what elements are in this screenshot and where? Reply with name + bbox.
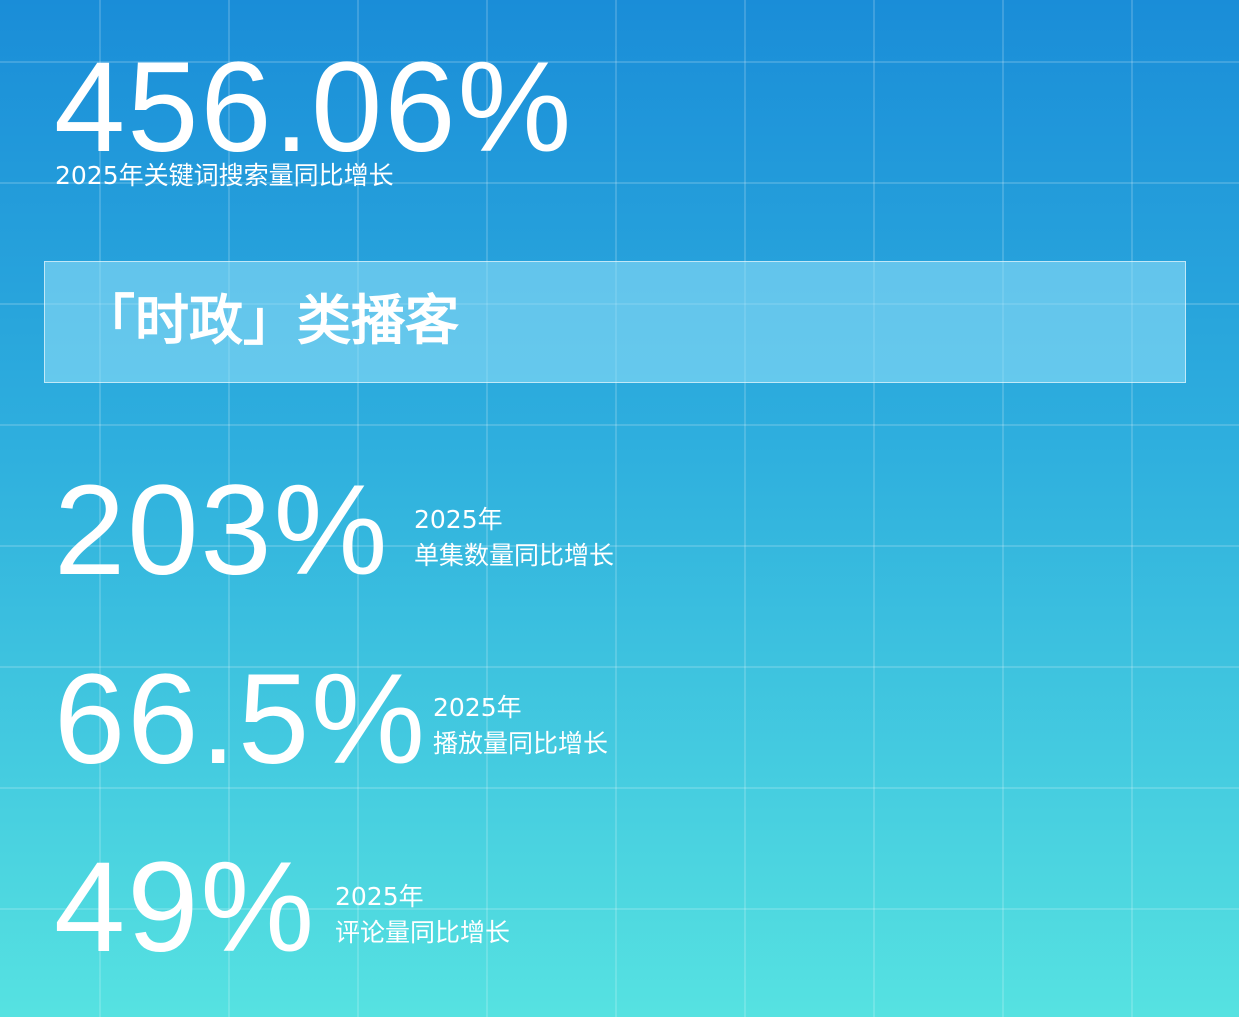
stat-caption: 评论量同比增长 — [335, 918, 511, 947]
banner-title: 「时政」类播客 — [81, 289, 459, 352]
stat-value: 49% — [54, 836, 317, 979]
stat-year: 2025年 — [335, 882, 424, 911]
stat-year: 2025年 — [433, 693, 522, 722]
stat-value: 203% — [54, 459, 390, 602]
stat-caption: 播放量同比增长 — [433, 729, 609, 758]
stat-caption: 单集数量同比增长 — [414, 541, 615, 570]
stat-value: 66.5% — [54, 648, 427, 791]
headline-value: 456.06% — [54, 36, 574, 179]
stat-year: 2025年 — [414, 505, 503, 534]
banner: 「时政」类播客 — [44, 261, 1186, 383]
headline-caption: 2025年关键词搜索量同比增长 — [55, 161, 394, 190]
